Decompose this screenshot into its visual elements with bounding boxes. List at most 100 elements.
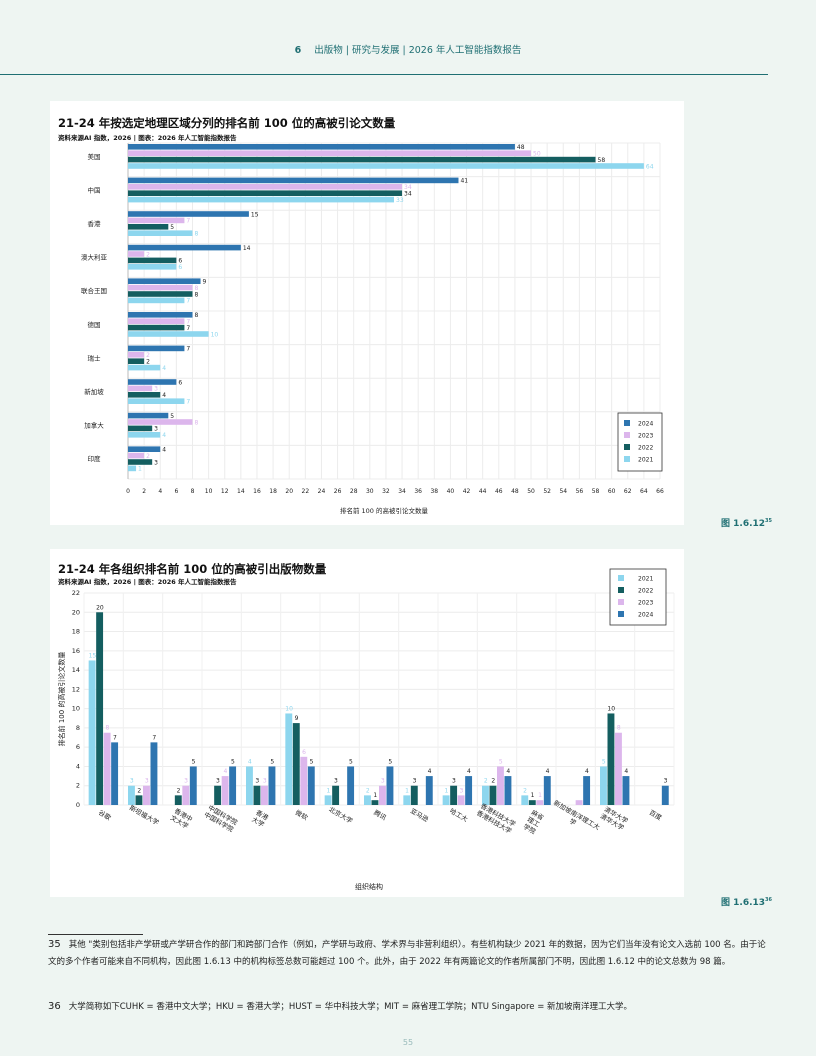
chart1-x-tick-label: 34 bbox=[398, 488, 406, 495]
chart1-x-tick-label: 42 bbox=[463, 488, 471, 495]
chart2-category-label: 香港大学 bbox=[250, 808, 270, 829]
chart1-data-label: 34 bbox=[404, 184, 412, 191]
chart1-x-tick-label: 0 bbox=[126, 488, 130, 495]
chart2-data-label: 20 bbox=[96, 604, 104, 611]
chart1-bar bbox=[128, 144, 515, 150]
chart2-bar bbox=[457, 795, 465, 805]
chart1-category-label: 中国 bbox=[88, 185, 101, 194]
chart2-bar bbox=[489, 785, 497, 805]
chart1-bar bbox=[128, 398, 185, 404]
header-title: 出版物 | 研究与发展 | 2026 年人工智能指数报告 bbox=[314, 45, 522, 56]
header-divider bbox=[0, 74, 768, 75]
chart1-category-label: 美国 bbox=[88, 152, 101, 161]
chart1-bar bbox=[128, 412, 169, 419]
chart1-legend-label: 2023 bbox=[638, 433, 653, 440]
chart1-x-tick-label: 8 bbox=[191, 488, 195, 495]
chart1-bar bbox=[128, 352, 145, 358]
chart2-y-tick-label: 8 bbox=[76, 724, 80, 732]
chart1-x-axis-title: 排名前 100 的高被引论文数量 bbox=[340, 506, 429, 515]
chart2-data-label: 2 bbox=[523, 787, 527, 794]
chart1-x-tick-label: 6 bbox=[174, 488, 178, 495]
chart1-bar bbox=[128, 379, 177, 385]
chart1-data-label: 4 bbox=[162, 447, 166, 454]
chart1-legend-swatch bbox=[624, 444, 630, 450]
chart2-data-label: 3 bbox=[216, 778, 220, 785]
chart1-bar bbox=[128, 446, 161, 452]
chart1-data-label: 9 bbox=[203, 279, 207, 286]
chart2-bar bbox=[150, 742, 158, 805]
chart1-data-label: 2 bbox=[146, 352, 150, 359]
chart1-x-tick-label: 56 bbox=[576, 488, 584, 495]
chart1-source: 资料来源AI 指数，2026 | 图表：2026 年人工智能指数报告 bbox=[58, 134, 237, 142]
chart1-category-label: 德国 bbox=[88, 320, 101, 329]
chart1-data-label: 64 bbox=[646, 163, 654, 170]
chart1-x-tick-label: 14 bbox=[237, 488, 245, 495]
chart2-legend-label: 2023 bbox=[638, 600, 653, 607]
chart2-category-label-line: 微软 bbox=[294, 808, 310, 823]
chart1-data-label: 5 bbox=[170, 413, 174, 420]
chart1-data-label: 7 bbox=[186, 218, 190, 225]
chart2-bar bbox=[622, 776, 630, 805]
chart2-data-label: 5 bbox=[231, 758, 235, 765]
chart1-title: 21-24 年按选定地理区域分列的排名前 100 位的高被引论文数量 bbox=[58, 116, 396, 130]
footnote-36-text: 大学简称如下CUHK = 香港中文大学；HKU = 香港大学；HUST = 华中… bbox=[68, 1002, 633, 1012]
chart1-x-tick-label: 22 bbox=[302, 488, 310, 495]
footnote-35: 35 其他 "类别包括非产学研或产学研合作的部门和跨部门合作（例如，产学研与政府、… bbox=[48, 936, 770, 971]
chart2-bar bbox=[425, 776, 433, 805]
chart1-data-label: 7 bbox=[186, 298, 190, 305]
chart1-bar bbox=[128, 291, 193, 297]
chart2-bar bbox=[575, 800, 583, 805]
chart1-bar bbox=[128, 297, 185, 304]
chart2-data-label: 3 bbox=[460, 787, 464, 794]
chart2-category-label-line: 腾讯 bbox=[372, 808, 388, 823]
chart2-data-label: 1 bbox=[405, 787, 409, 794]
chart2-bar bbox=[229, 766, 237, 805]
chart1-category-label: 新加坡 bbox=[84, 387, 104, 396]
chart2-category-label-line: 亚马逊 bbox=[409, 806, 431, 824]
chart2-bar bbox=[465, 776, 473, 805]
chart2-bar bbox=[292, 723, 300, 805]
chart2-bar bbox=[111, 742, 119, 805]
chart2-data-label: 4 bbox=[506, 768, 510, 775]
chart2-data-label: 1 bbox=[327, 787, 331, 794]
chart1-category-label: 印度 bbox=[88, 454, 102, 463]
chart2-data-label: 3 bbox=[130, 778, 134, 785]
chart1-bar bbox=[128, 244, 241, 251]
chart2-data-label: 1 bbox=[531, 792, 535, 799]
chart1-bar bbox=[128, 177, 459, 184]
page-number: 55 bbox=[402, 1038, 414, 1047]
chart1-x-tick-label: 66 bbox=[656, 488, 664, 495]
chart2-bar bbox=[600, 766, 607, 805]
chart2-data-label: 4 bbox=[467, 768, 471, 775]
chart1-x-tick-label: 12 bbox=[221, 488, 229, 495]
chart2-bar bbox=[246, 766, 253, 805]
chart1-data-label: 34 bbox=[404, 191, 412, 198]
chart2-bar bbox=[543, 776, 551, 805]
chart1-data-label: 2 bbox=[146, 251, 150, 258]
chart1-x-tick-label: 40 bbox=[447, 488, 455, 495]
chart2-bar bbox=[504, 776, 512, 805]
chart2-bar bbox=[182, 785, 190, 805]
chart1-bar bbox=[128, 190, 403, 196]
chart2-data-label: 8 bbox=[617, 725, 621, 732]
chart1-bar bbox=[128, 358, 145, 364]
chart2-data-label: 4 bbox=[248, 758, 252, 765]
chart2-data-label: 3 bbox=[334, 778, 338, 785]
chart2-bar bbox=[442, 795, 450, 805]
chart2-category-label: 香港中文大学 bbox=[169, 806, 195, 831]
chart2-category-label: 中国科学院中国科学院 bbox=[203, 803, 240, 834]
chart2-data-label: 3 bbox=[255, 778, 259, 785]
chart1-x-tick-label: 60 bbox=[608, 488, 616, 495]
chart1-bar bbox=[128, 217, 185, 224]
chart2-bar bbox=[521, 795, 529, 805]
chart1-data-label: 1 bbox=[138, 466, 142, 473]
chart2-bar bbox=[332, 785, 340, 805]
chart2-data-label: 5 bbox=[499, 758, 503, 765]
chapter-number: 6 bbox=[294, 45, 302, 56]
chart2-bar bbox=[583, 776, 591, 805]
chart1-bar bbox=[128, 425, 153, 432]
chart2-data-label: 3 bbox=[413, 778, 417, 785]
chart1-svg: 0 2 4 6 8 10 12 14 16 18 20 22 24 26 28 30 32 34 36 38 40 42 4… bbox=[81, 142, 664, 515]
chart2-bar bbox=[536, 800, 544, 805]
chart2-category-label-line: 哈工大 bbox=[448, 806, 470, 824]
